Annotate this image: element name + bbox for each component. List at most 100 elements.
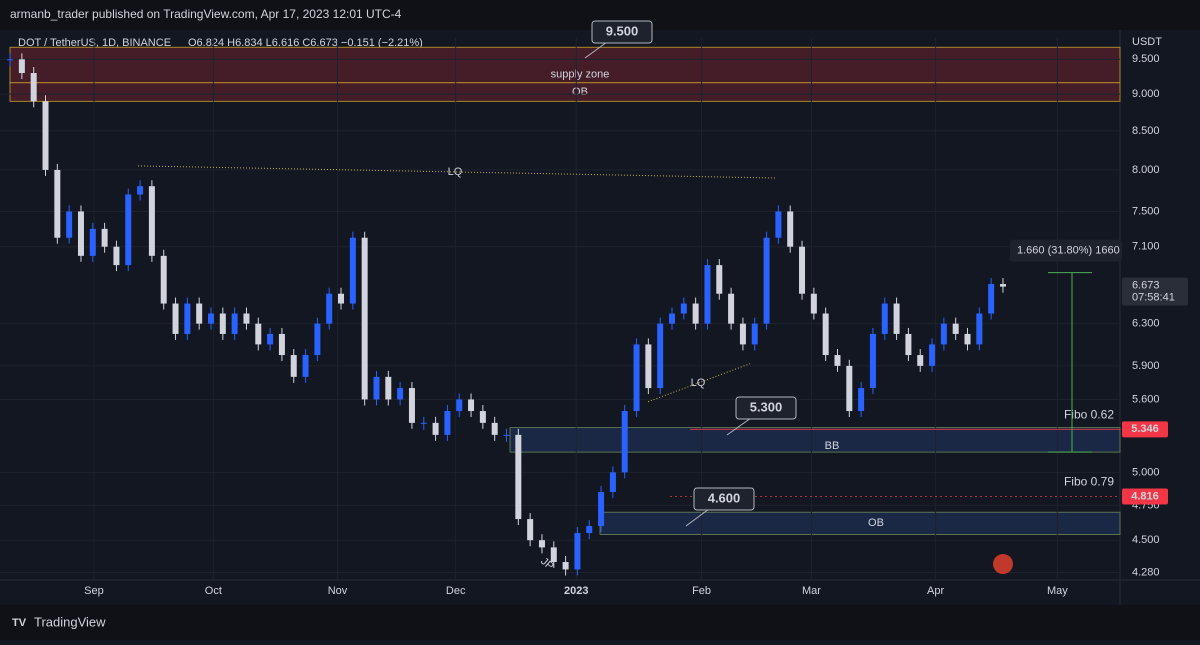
candle	[657, 323, 664, 389]
y-tick-label: 8.500	[1132, 125, 1160, 137]
candle	[515, 434, 522, 520]
candle	[834, 355, 841, 366]
candle	[940, 323, 947, 345]
candle	[255, 323, 262, 345]
footer-bar	[0, 605, 1200, 640]
price-badge-label: 4.816	[1131, 490, 1159, 502]
candle	[598, 491, 605, 527]
last-price: 6.673	[1132, 280, 1160, 292]
candle	[999, 284, 1006, 287]
candle	[302, 355, 309, 377]
candle	[538, 540, 545, 548]
candle	[479, 411, 486, 423]
candle	[7, 59, 14, 61]
measure-box	[1010, 239, 1122, 262]
flag-icon	[993, 554, 1013, 574]
candle	[491, 422, 498, 435]
candle	[207, 313, 214, 324]
candle	[739, 323, 746, 345]
candle	[586, 526, 593, 534]
callout-label: 4.600	[708, 490, 741, 505]
y-tick-label: 5.600	[1132, 393, 1160, 405]
candle	[420, 422, 427, 424]
callout-box	[735, 396, 797, 420]
last-price-badge	[1122, 277, 1188, 306]
candle	[160, 255, 167, 304]
candle	[373, 376, 380, 400]
fibo-label: Fibo 0.62	[1064, 407, 1114, 421]
candle	[964, 333, 971, 345]
lq-label: LQ	[691, 377, 706, 389]
candle	[184, 303, 191, 334]
candle	[905, 333, 912, 356]
candle	[728, 293, 735, 324]
candle	[929, 344, 936, 366]
y-tick-label: 9.000	[1132, 88, 1160, 100]
lq-line	[647, 363, 751, 403]
candle	[917, 355, 924, 366]
candle	[42, 101, 49, 170]
candle	[716, 265, 723, 294]
y-tick-label: 4.500	[1132, 534, 1160, 546]
price-badge-label: 5.346	[1131, 423, 1159, 435]
zone	[9, 82, 1121, 102]
candle	[562, 561, 569, 570]
candle	[243, 313, 250, 324]
candle	[397, 388, 404, 400]
candle	[125, 194, 132, 266]
candle	[822, 313, 829, 356]
candle	[338, 293, 345, 304]
header: armanb_trader published on TradingView.c…	[10, 7, 402, 21]
candle	[799, 246, 806, 294]
candle	[751, 323, 758, 345]
candle	[763, 237, 770, 324]
candle	[432, 422, 439, 435]
lq-label: LQ	[448, 166, 463, 178]
candle	[314, 323, 321, 356]
candle	[30, 73, 37, 102]
candle	[704, 265, 711, 324]
callout-pointer	[726, 417, 752, 436]
candle	[101, 228, 108, 247]
zone-label: supply zone	[551, 69, 610, 81]
x-tick-label: 2023	[564, 585, 588, 597]
y-tick-label: 6.300	[1132, 318, 1160, 330]
candle	[77, 211, 84, 256]
countdown: 07:58:41	[1132, 292, 1175, 304]
candle	[787, 211, 794, 247]
candle	[976, 313, 983, 345]
candle	[574, 533, 581, 570]
x-tick-label: Oct	[205, 585, 222, 597]
ohlc: O6.824 H6.834 L6.616 C6.673 −0.151 (−2.2…	[188, 37, 423, 49]
zone-label: BB	[825, 440, 840, 452]
zone	[599, 511, 1121, 535]
candle	[456, 399, 463, 412]
candle	[669, 313, 675, 324]
callout-label: 9.500	[606, 23, 639, 38]
candle	[621, 411, 628, 473]
y-tick-label: 7.100	[1132, 241, 1160, 253]
candle	[231, 313, 238, 334]
candle	[468, 399, 475, 412]
measure-label: 1.660 (31.80%) 1660	[1017, 245, 1120, 257]
candle	[775, 211, 782, 238]
callout-box	[591, 20, 653, 44]
y-tick-label: 7.500	[1132, 205, 1160, 217]
candle	[326, 293, 333, 324]
footer: TradingView	[34, 614, 106, 629]
zone-label: OB	[868, 517, 884, 529]
candle	[881, 303, 888, 334]
candle	[361, 237, 368, 400]
candle	[645, 344, 652, 389]
candle	[278, 333, 285, 356]
x-tick-label: Dec	[446, 585, 466, 597]
zone-label: OB	[572, 86, 588, 98]
candle	[846, 365, 853, 412]
zone	[509, 427, 1121, 453]
candle	[54, 169, 61, 238]
candle	[89, 228, 96, 256]
candle	[219, 313, 226, 334]
x-tick-label: Feb	[692, 585, 711, 597]
candle	[893, 303, 900, 334]
